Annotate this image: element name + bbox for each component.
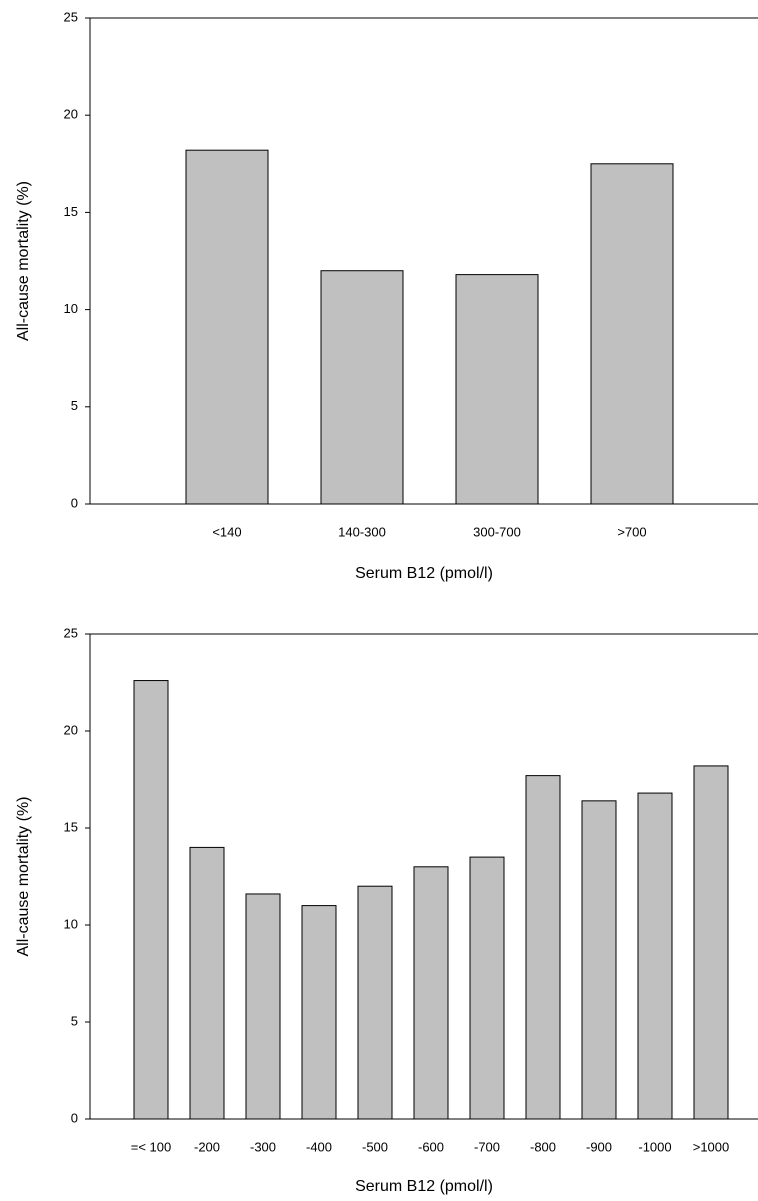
y-tick-label: 25 [64, 9, 78, 24]
bar [133, 680, 169, 1120]
y-tick-label: 5 [71, 1013, 78, 1028]
bar [320, 270, 404, 505]
x-tick-label: -1000 [638, 1139, 671, 1154]
y-tick-label: 0 [71, 495, 78, 510]
bar [590, 163, 674, 505]
y-tick-label: 0 [71, 1110, 78, 1125]
x-tick-label: <140 [212, 524, 241, 539]
x-tick-label: 140-300 [338, 524, 386, 539]
x-tick-label: =< 100 [131, 1139, 172, 1154]
x-axis-title: Serum B12 (pmol/l) [355, 565, 493, 582]
y-tick-label: 15 [64, 204, 78, 219]
y-tick-label: 10 [64, 301, 78, 316]
y-tick-label: 20 [64, 722, 78, 737]
x-tick-label: -400 [306, 1139, 332, 1154]
bar [693, 765, 729, 1120]
x-tick-label: -900 [586, 1139, 612, 1154]
x-tick-label: >1000 [693, 1139, 730, 1154]
bar [469, 856, 505, 1120]
bar [189, 846, 225, 1120]
y-axis-title: All-cause mortality (%) [15, 181, 32, 341]
bar [637, 792, 673, 1120]
y-tick-label: 5 [71, 398, 78, 413]
bar [185, 149, 269, 505]
y-axis-title: All-cause mortality (%) [15, 796, 32, 956]
x-tick-label: >700 [617, 524, 646, 539]
bar [245, 893, 281, 1120]
bar [581, 800, 617, 1120]
x-tick-label: -700 [474, 1139, 500, 1154]
x-tick-label: -300 [250, 1139, 276, 1154]
x-tick-label: 300-700 [473, 524, 521, 539]
bar [525, 775, 561, 1120]
x-axis-title: Serum B12 (pmol/l) [355, 1178, 493, 1195]
bar [455, 274, 539, 505]
bar [357, 885, 393, 1120]
y-tick-label: 20 [64, 107, 78, 122]
x-tick-label: -600 [418, 1139, 444, 1154]
y-tick-label: 15 [64, 819, 78, 834]
x-tick-label: -800 [530, 1139, 556, 1154]
y-tick-label: 25 [64, 625, 78, 640]
x-tick-label: -500 [362, 1139, 388, 1154]
y-tick-label: 10 [64, 916, 78, 931]
x-tick-label: -200 [194, 1139, 220, 1154]
bar [301, 905, 337, 1120]
bar [413, 866, 449, 1120]
